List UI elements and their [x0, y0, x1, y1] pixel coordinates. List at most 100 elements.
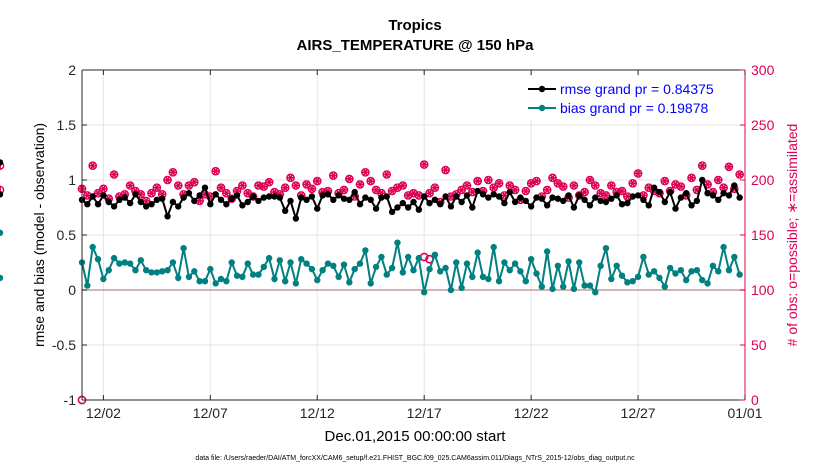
rmse-point — [581, 196, 588, 203]
obs-assimilated-stroke — [512, 185, 518, 194]
obs-assimilated-marker — [291, 181, 301, 190]
y-tick-label-left: 2 — [68, 62, 76, 78]
y-tick-label-left: 1 — [68, 172, 76, 188]
rmse-point — [533, 194, 540, 201]
bias-point — [175, 274, 182, 282]
rmse-point — [335, 192, 342, 199]
bias-point — [228, 259, 235, 266]
obs-assimilated-marker — [569, 181, 579, 190]
obs-assimilated-marker — [307, 184, 317, 193]
obs-assimilated-marker — [494, 179, 504, 188]
bias-point — [351, 265, 358, 273]
rmse-point — [506, 188, 513, 196]
bias-point — [356, 260, 364, 267]
rmse-point — [576, 192, 583, 199]
rmse-point — [185, 190, 193, 197]
obs-assimilated-stroke — [266, 178, 272, 187]
bias-point — [394, 239, 401, 246]
bias-point — [233, 272, 241, 279]
obs-assimilated-stroke — [196, 196, 203, 205]
rmse-point — [276, 194, 284, 201]
obs-assimilated-stroke — [357, 180, 363, 189]
rmse-point — [527, 203, 535, 210]
rmse-point — [137, 198, 145, 206]
obs-possible-marker — [0, 185, 5, 195]
obs-assimilated-stroke — [662, 177, 668, 186]
rmse-point — [485, 194, 492, 201]
obs-assimilated-stroke — [533, 177, 540, 186]
bias-point — [731, 253, 738, 261]
obs-assimilated-marker — [724, 162, 734, 171]
obs-assimilated-marker — [174, 181, 183, 190]
rmse-point — [228, 195, 235, 202]
rmse-point — [437, 201, 444, 208]
rmse-point — [217, 196, 225, 203]
rmse-point — [624, 199, 631, 207]
bias-point — [410, 267, 417, 274]
bias-point — [292, 280, 300, 287]
obs-assimilated-stroke — [635, 169, 641, 178]
obs-assimilated-stroke — [346, 174, 353, 183]
obs-assimilated-stroke — [592, 181, 599, 190]
bias-point — [362, 247, 369, 254]
rmse-point — [0, 191, 4, 198]
bias-point — [340, 261, 348, 268]
rmse-point — [362, 194, 369, 201]
obs-assimilated-marker — [633, 169, 643, 178]
rmse-point — [656, 188, 663, 196]
obs-assimilated-stroke — [293, 181, 299, 190]
obs-assimilated-marker — [329, 171, 338, 180]
bias-point — [720, 243, 727, 251]
obs-assimilated-marker — [628, 179, 637, 188]
bias-point — [463, 260, 471, 267]
bias-point — [314, 276, 321, 284]
rmse-point — [495, 193, 503, 200]
obs-assimilated-marker — [366, 177, 375, 186]
obs-assimilated-marker — [580, 188, 589, 197]
obs-assimilated-marker — [735, 170, 744, 179]
legend: rmse grand pr = 0.84375 bias grand pr = … — [522, 76, 740, 120]
bias-point — [335, 273, 342, 280]
bias-point — [495, 278, 503, 285]
obs-assimilated-stroke — [244, 189, 251, 198]
rmse-point — [522, 197, 529, 205]
rmse-point — [399, 199, 407, 207]
bias-point — [185, 273, 193, 280]
obs-assimilated-stroke — [496, 179, 502, 188]
obs-assimilated-stroke — [367, 177, 374, 186]
bias-point — [506, 267, 513, 274]
obs-assimilated-stroke — [239, 181, 246, 190]
rmse-point — [731, 182, 738, 189]
bias-point — [287, 259, 294, 266]
bias-point — [367, 280, 374, 287]
bias-point — [159, 268, 166, 275]
rmse-point — [618, 201, 626, 208]
rmse-point — [431, 196, 439, 203]
obs-assimilated-marker — [473, 177, 482, 186]
rmse-point — [394, 204, 401, 211]
bias-point — [298, 256, 305, 263]
bias-point — [324, 260, 332, 267]
obs-assimilated-stroke — [581, 188, 588, 197]
obs-assimilated-stroke — [170, 168, 176, 177]
rmse-point — [501, 199, 508, 207]
obs-assimilated-stroke — [678, 182, 684, 191]
obs-assimilated-stroke — [416, 191, 422, 200]
obs-assimilated-stroke — [560, 182, 567, 191]
obs-assimilated-stroke — [704, 180, 711, 189]
obs-assimilated-stroke — [223, 189, 230, 198]
obs-assimilated-stroke — [624, 192, 631, 201]
obs-assimilated-stroke — [474, 177, 481, 186]
bias-point — [0, 229, 4, 236]
obs-assimilated-stroke — [736, 170, 743, 179]
obs-assimilated-stroke — [506, 181, 513, 190]
rmse-point — [233, 192, 241, 199]
rmse-point — [212, 191, 219, 198]
bias-point — [100, 275, 107, 283]
bias-point — [415, 254, 423, 262]
bias-point — [538, 283, 546, 290]
obs-assimilated-marker — [264, 178, 274, 187]
y-tick-label-right: 50 — [751, 337, 767, 353]
obs-assimilated-marker — [484, 175, 493, 185]
bias-point — [239, 273, 246, 280]
